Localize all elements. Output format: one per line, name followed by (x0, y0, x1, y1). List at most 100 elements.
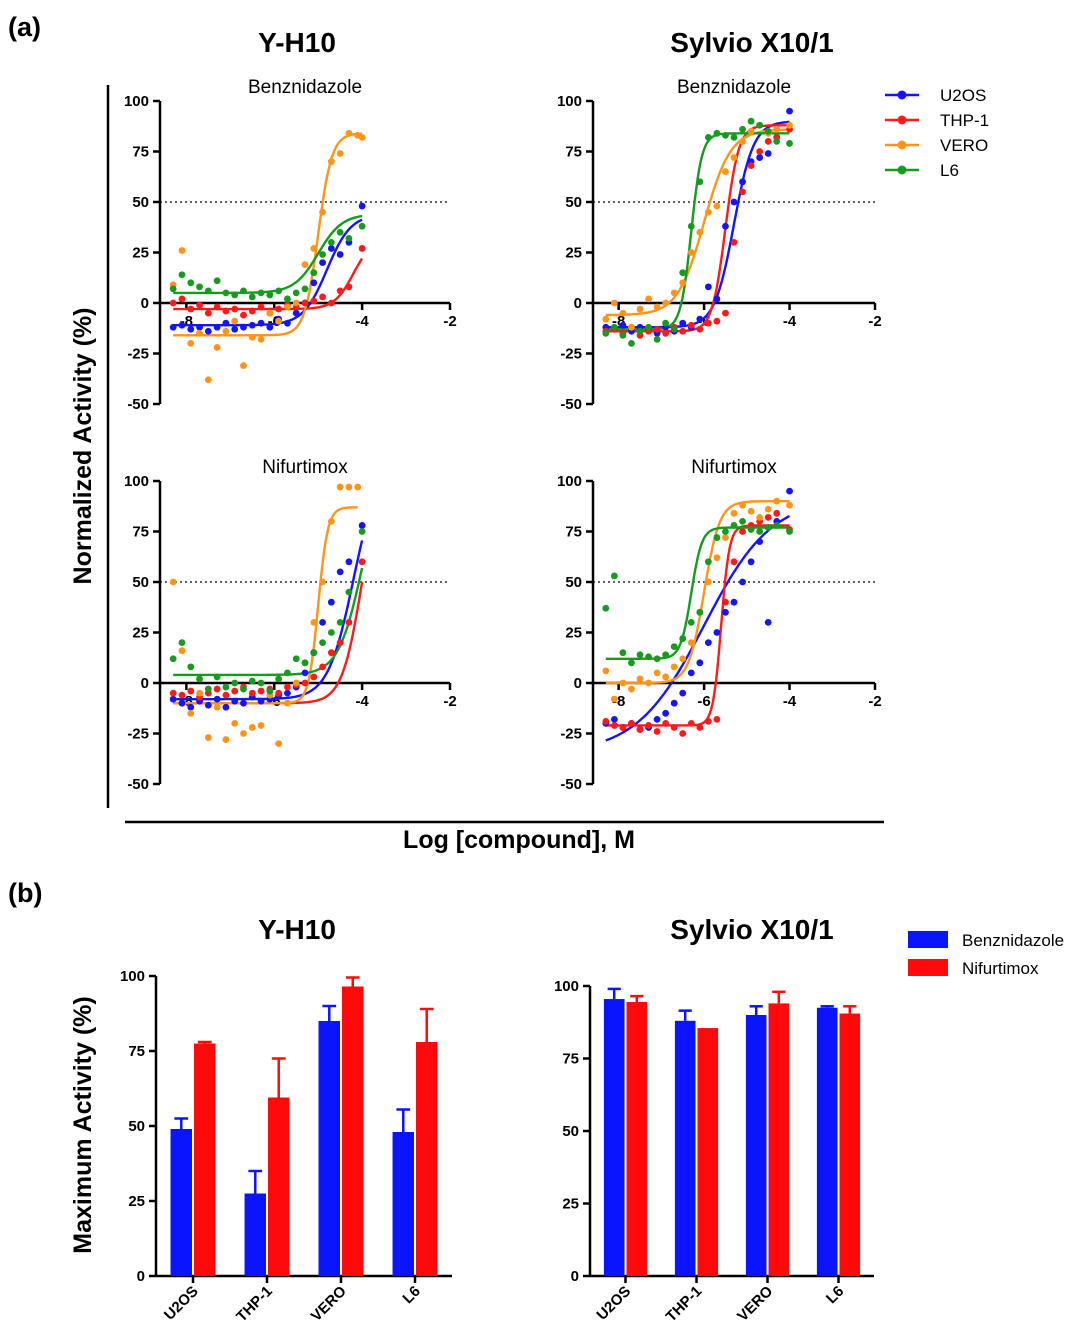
data-point-l6 (310, 649, 318, 657)
data-point-u2os (284, 689, 291, 697)
data-point-vero (248, 333, 256, 341)
data-point-u2os (222, 703, 230, 711)
data-point-thp-1 (178, 691, 186, 699)
data-point-l6 (240, 685, 247, 693)
data-point-vero (679, 655, 687, 663)
data-point-vero (213, 344, 221, 351)
data-point-thp-1 (358, 558, 366, 566)
data-point-u2os (231, 325, 239, 333)
data-point-thp-1 (619, 724, 627, 731)
data-point-thp-1 (704, 717, 712, 725)
strain-title-sylvio-b: Sylvio X10/1 (670, 914, 833, 945)
data-point-thp-1 (301, 679, 309, 687)
data-point-u2os (213, 695, 221, 703)
legend-swatch-benznidazole (908, 931, 948, 948)
data-point-l6 (786, 528, 793, 535)
data-point-u2os (345, 558, 353, 566)
x-tick-label: -4 (355, 693, 369, 710)
data-point-thp-1 (645, 722, 652, 729)
data-point-vero (354, 483, 362, 491)
data-point-thp-1 (248, 307, 256, 315)
data-point-vero (696, 228, 704, 236)
data-point-l6 (327, 629, 335, 636)
data-point-thp-1 (696, 325, 704, 333)
data-point-vero (222, 736, 230, 743)
x-tick-label: -2 (868, 693, 881, 710)
data-point-vero (773, 497, 781, 505)
data-point-u2os (704, 283, 712, 291)
fit-curve-l6 (605, 132, 790, 331)
data-point-vero (196, 329, 203, 337)
data-point-l6 (292, 289, 300, 297)
data-point-thp-1 (610, 722, 618, 729)
data-point-l6 (679, 269, 687, 277)
data-point-u2os (231, 697, 239, 705)
data-point-l6 (231, 291, 239, 299)
data-point-vero (187, 709, 195, 717)
y-tick-label: 25 (565, 245, 582, 262)
data-point-u2os (213, 323, 221, 331)
data-point-l6 (739, 518, 746, 525)
data-point-vero (292, 299, 300, 307)
data-point-thp-1 (284, 683, 291, 691)
data-point-thp-1 (319, 293, 326, 301)
data-point-vero (310, 619, 318, 626)
data-point-l6 (704, 133, 712, 141)
y-tick-label: 75 (565, 524, 582, 541)
data-point-thp-1 (358, 245, 366, 252)
data-point-l6 (301, 285, 309, 293)
data-point-vero (722, 168, 729, 176)
data-point-l6 (213, 277, 221, 285)
data-point-thp-1 (204, 309, 212, 317)
x-category-label: L6 (823, 1283, 847, 1307)
y-tick-label: 0 (137, 1268, 145, 1285)
data-point-l6 (610, 323, 618, 331)
subplot-title: Benznidazole (248, 77, 362, 98)
data-point-l6 (248, 293, 256, 301)
x-category-label: THP-1 (233, 1283, 276, 1326)
data-point-vero (204, 376, 212, 384)
data-point-vero (222, 327, 230, 335)
data-point-thp-1 (704, 319, 712, 327)
y-tick-label: 50 (132, 574, 149, 591)
data-point-u2os (670, 699, 678, 707)
data-point-thp-1 (187, 305, 195, 313)
y-tick-label: -50 (560, 776, 582, 793)
y-tick-label: 25 (562, 1196, 579, 1213)
x-tick-label: -2 (868, 313, 881, 330)
data-point-l6 (275, 287, 283, 295)
data-point-thp-1 (345, 619, 353, 626)
bar-nifurtimox-vero (768, 1003, 790, 1276)
y-tick-label: 50 (132, 194, 149, 211)
bar-benznidazole-vero (318, 1021, 340, 1276)
data-point-l6 (248, 677, 256, 685)
data-point-thp-1 (722, 598, 729, 606)
y-tick-label: -25 (127, 726, 149, 743)
data-point-l6 (213, 673, 221, 681)
data-point-vero (704, 578, 712, 586)
data-point-vero (327, 158, 335, 166)
data-point-thp-1 (713, 715, 721, 723)
data-point-l6 (358, 222, 366, 230)
data-point-u2os (204, 327, 212, 335)
data-point-u2os (266, 323, 274, 331)
data-point-u2os (358, 522, 366, 529)
y-tick-label: 75 (132, 144, 149, 161)
data-point-l6 (345, 234, 353, 242)
data-point-vero (292, 679, 300, 687)
data-point-l6 (602, 604, 610, 612)
data-point-vero (739, 138, 746, 145)
data-point-u2os (284, 319, 291, 327)
data-point-thp-1 (730, 558, 738, 566)
data-point-thp-1 (327, 299, 335, 307)
y-tick-label: 0 (571, 1268, 579, 1285)
data-point-l6 (730, 522, 738, 529)
data-point-u2os (722, 608, 729, 616)
data-point-u2os (336, 251, 344, 258)
bar-nifurtimox-thp-1 (268, 1097, 290, 1276)
data-point-vero (786, 501, 793, 509)
data-point-u2os (319, 259, 326, 266)
data-point-vero (730, 154, 738, 161)
